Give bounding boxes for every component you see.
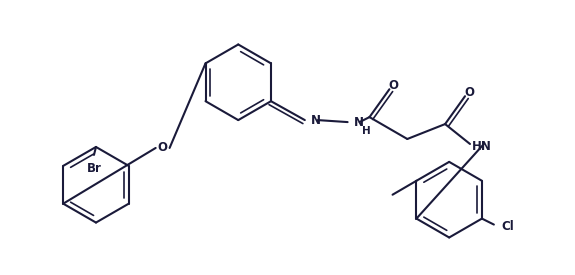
Text: N: N: [354, 116, 363, 129]
Text: Br: Br: [87, 162, 101, 175]
Text: H: H: [362, 126, 370, 136]
Text: O: O: [464, 86, 474, 99]
Text: Cl: Cl: [502, 220, 515, 233]
Text: O: O: [388, 79, 398, 92]
Text: HN: HN: [472, 141, 492, 153]
Text: O: O: [158, 141, 168, 155]
Text: N: N: [311, 114, 321, 126]
